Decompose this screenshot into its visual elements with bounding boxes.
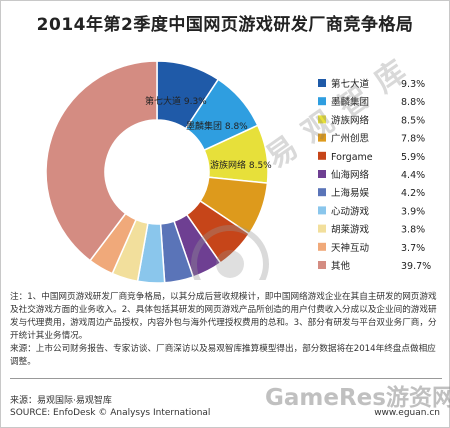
legend-value-6: 4.2% bbox=[401, 188, 425, 199]
site-url: www.eguan.cn bbox=[374, 408, 440, 418]
legend-label-6: 上海易娱 bbox=[331, 187, 370, 199]
legend-value-10: 39.7% bbox=[401, 261, 431, 272]
chart-title: 2014年第2季度中国网页游戏研发厂商竞争格局 bbox=[36, 15, 414, 35]
slice-callout-0: 第七大道 9.3% bbox=[145, 95, 207, 107]
legend-label-8: 胡莱游戏 bbox=[331, 224, 370, 236]
legend-swatch-6 bbox=[318, 188, 326, 197]
legend-label-5: 仙海网络 bbox=[331, 169, 370, 181]
footer-divider bbox=[10, 378, 442, 379]
legend-value-3: 7.8% bbox=[401, 134, 425, 145]
legend-swatch-4 bbox=[318, 151, 326, 160]
legend-swatch-0 bbox=[318, 79, 326, 87]
legend-swatch-2 bbox=[318, 115, 326, 124]
legend-swatch-5 bbox=[318, 170, 326, 178]
legend-value-8: 3.8% bbox=[401, 225, 425, 236]
legend-swatch-8 bbox=[318, 224, 326, 233]
legend-label-4: Forgame bbox=[331, 152, 373, 163]
legend-value-9: 3.7% bbox=[401, 243, 425, 254]
legend-label-10: 其他 bbox=[331, 260, 351, 272]
legend-label-2: 游族网络 bbox=[331, 114, 370, 126]
legend-value-4: 5.9% bbox=[401, 152, 425, 163]
legend-value-7: 3.9% bbox=[401, 206, 425, 217]
note-definition: 注：1、中国网页游戏研发厂商竞争格局，以其分成后营收规模计，即中国网络游戏企业在… bbox=[10, 292, 437, 341]
legend-label-9: 天神互动 bbox=[331, 242, 369, 254]
chart-notes: 注：1、中国网页游戏研发厂商竞争格局，以其分成后营收规模计，即中国网络游戏企业在… bbox=[10, 291, 442, 369]
legend-value-1: 8.8% bbox=[401, 97, 425, 108]
note-source: 来源：上市公司财务报告、专家访谈、厂商深访以及易观智库推算模型得出，部分数据将在… bbox=[10, 344, 436, 367]
watermark-logo-icon bbox=[191, 225, 269, 280]
legend-label-0: 第七大道 bbox=[331, 78, 370, 90]
slice-callout-1: 墨麟集团 8.8% bbox=[186, 120, 248, 132]
source-cn: 来源：易观国际·易观智库 bbox=[10, 396, 112, 406]
legend-value-0: 9.3% bbox=[401, 79, 425, 90]
legend-swatch-9 bbox=[318, 242, 326, 251]
slice-callout-2: 游族网络 8.5% bbox=[210, 159, 272, 171]
source-en: SOURCE: EnfoDesk © Analysys Internationa… bbox=[10, 408, 211, 418]
legend-label-3: 广州创思 bbox=[331, 133, 370, 145]
legend-swatch-7 bbox=[318, 206, 326, 215]
legend-swatch-10 bbox=[318, 261, 326, 269]
donut-slice-10 bbox=[45, 60, 158, 262]
legend-label-7: 心动游戏 bbox=[331, 205, 370, 217]
legend-swatch-1 bbox=[318, 97, 326, 106]
legend-value-2: 8.5% bbox=[401, 115, 425, 126]
watermark-brand: GameRes游资网 bbox=[265, 385, 450, 411]
legend-label-1: 墨麟集团 bbox=[331, 96, 369, 108]
legend-value-5: 4.4% bbox=[401, 170, 425, 181]
legend-swatch-3 bbox=[318, 133, 326, 142]
chart-canvas: 第七大道 9.3% 墨麟集团 8.8% 游族网络 8.5% 第七大道 9.3% 墨麟集团… bbox=[45, 60, 431, 284]
